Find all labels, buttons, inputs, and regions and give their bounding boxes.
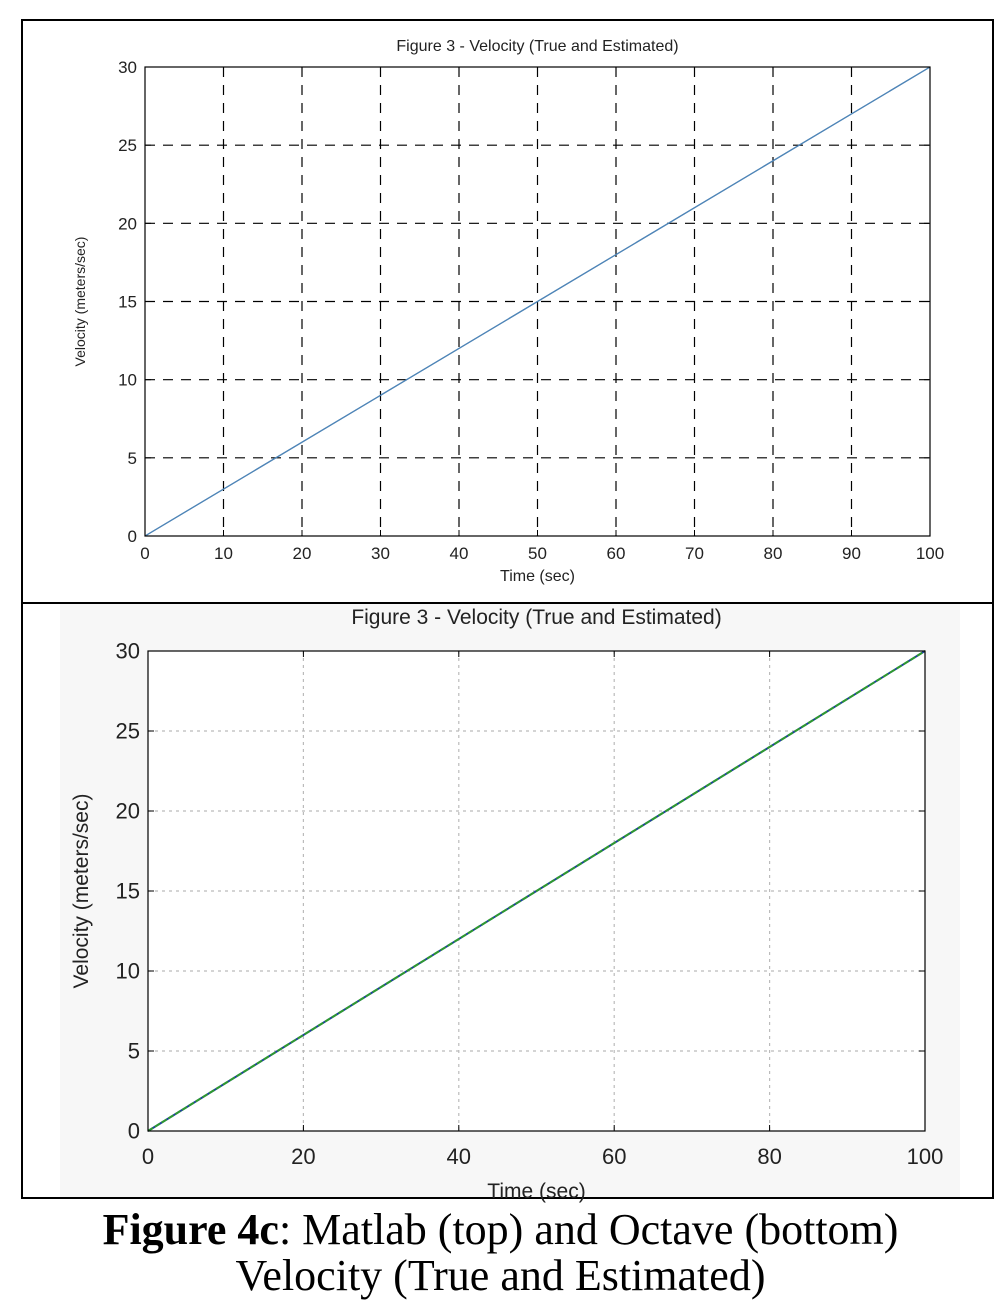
x-tick-label: 40 <box>447 1144 471 1169</box>
y-tick-label: 20 <box>118 214 137 233</box>
x-tick-label: 60 <box>607 544 626 563</box>
y-tick-label: 5 <box>128 449 137 468</box>
caption-text: : Matlab (top) and Octave (bottom) <box>278 1205 899 1254</box>
x-tick-label: 60 <box>602 1144 626 1169</box>
x-tick-label: 30 <box>371 544 390 563</box>
series-line-estimated <box>147 650 926 1132</box>
y-axis-label: Velocity (meters/sec) <box>70 794 93 989</box>
x-tick-label: 0 <box>142 1144 154 1169</box>
y-tick-label: 15 <box>116 879 140 904</box>
x-tick-label: 100 <box>916 544 944 563</box>
y-tick-label: 10 <box>118 371 137 390</box>
y-tick-label: 30 <box>118 58 137 77</box>
x-tick-label: 80 <box>764 544 783 563</box>
y-tick-label: 20 <box>116 799 140 824</box>
y-tick-label: 0 <box>128 1119 140 1144</box>
caption-label: Figure 4c <box>102 1205 279 1254</box>
chart-title: Figure 3 - Velocity (True and Estimated) <box>396 38 678 55</box>
x-tick-label: 10 <box>214 544 233 563</box>
x-tick-label: 20 <box>293 544 312 563</box>
x-axis-label: Time (sec) <box>487 1180 585 1203</box>
y-tick-label: 25 <box>116 719 140 744</box>
x-tick-label: 70 <box>685 544 704 563</box>
x-tick-label: 100 <box>907 1144 944 1169</box>
axes-box <box>147 650 926 1132</box>
x-tick-label: 90 <box>842 544 861 563</box>
x-tick-label: 50 <box>528 544 547 563</box>
series-line-estimated <box>144 66 931 537</box>
x-tick-label: 80 <box>757 1144 781 1169</box>
caption: Figure 4c: Matlab (top) and Octave (bott… <box>0 1204 1001 1255</box>
y-tick-label: 25 <box>118 136 137 155</box>
x-tick-label: 0 <box>140 544 149 563</box>
y-axis-label: Velocity (meters/sec) <box>72 237 88 367</box>
x-tick-label: 40 <box>450 544 469 563</box>
y-tick-label: 30 <box>116 639 140 664</box>
x-axis-label: Time (sec) <box>500 568 575 585</box>
outer-frame <box>21 19 994 1199</box>
axes-box <box>144 66 931 537</box>
y-tick-label: 5 <box>128 1039 140 1064</box>
x-tick-label: 20 <box>291 1144 315 1169</box>
y-tick-label: 15 <box>118 292 137 311</box>
y-tick-label: 0 <box>128 527 137 546</box>
chart-title: Figure 3 - Velocity (True and Estimated) <box>351 606 721 629</box>
y-tick-label: 10 <box>116 959 140 984</box>
